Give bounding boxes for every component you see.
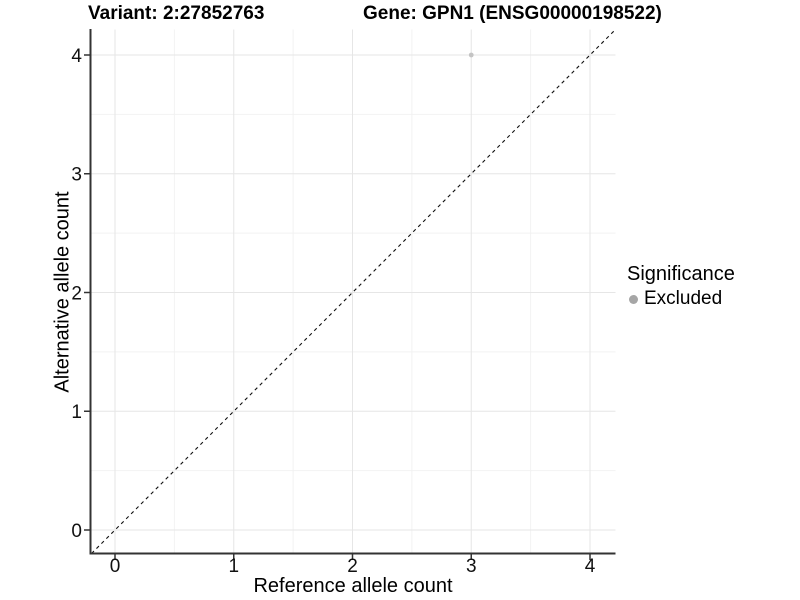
legend: Significance Excluded	[627, 263, 735, 310]
y-axis-title: Alternative allele count	[51, 191, 74, 393]
legend-item-label: Excluded	[644, 288, 723, 309]
y-tick-label: 4	[71, 46, 82, 67]
x-axis-title: Reference allele count	[253, 575, 453, 597]
data-point	[468, 52, 474, 58]
y-tick-label: 3	[71, 165, 82, 186]
x-tick-label: 1	[228, 556, 239, 577]
x-tick-label: 4	[585, 556, 596, 577]
x-tick-label: 3	[466, 556, 477, 577]
legend-item-excluded: Excluded	[627, 288, 735, 310]
y-tick-label: 2	[71, 283, 82, 304]
legend-title: Significance	[627, 263, 735, 285]
y-tick-label: 0	[71, 521, 82, 542]
plot-title-variant: Variant: 2:27852763	[88, 3, 265, 24]
x-tick-label: 2	[347, 556, 358, 577]
y-tick-label: 1	[71, 402, 82, 423]
identity-line	[91, 29, 616, 554]
plot-title-gene: Gene: GPN1 (ENSG00000198522)	[363, 3, 662, 24]
excluded-point-icon	[629, 294, 638, 304]
x-tick-label: 0	[110, 556, 121, 577]
